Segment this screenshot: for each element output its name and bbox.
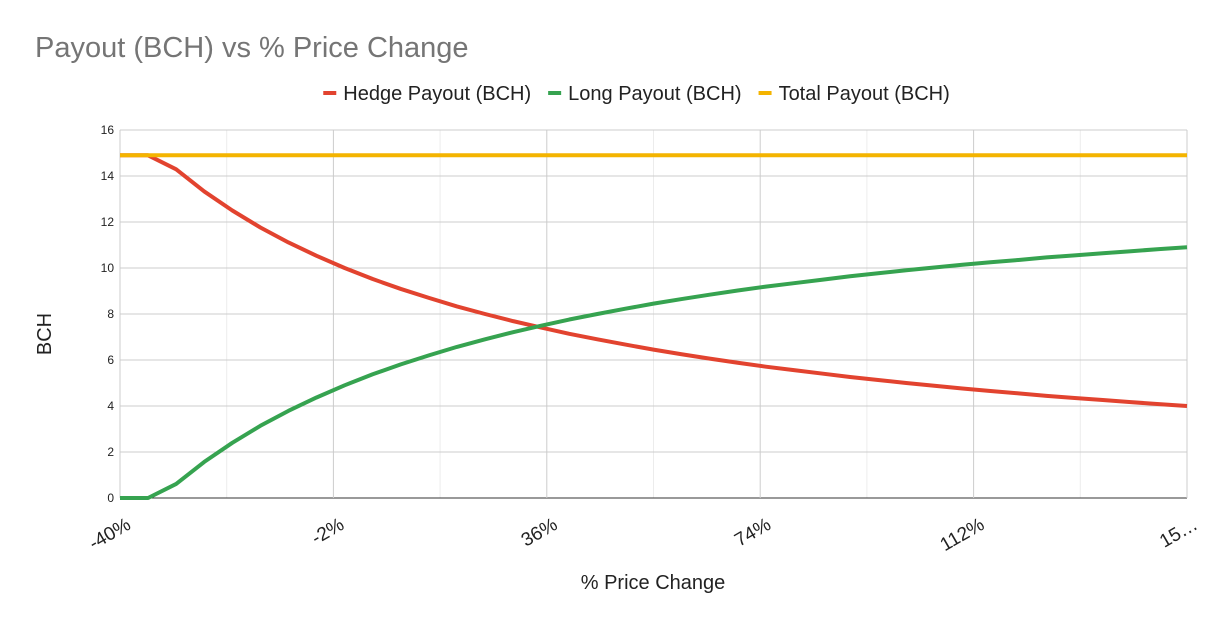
legend-label: Hedge Payout (BCH) — [343, 83, 531, 105]
y-tick-label: 4 — [107, 399, 114, 413]
legend-swatch — [758, 91, 772, 95]
x-tick-label: 112% — [937, 514, 988, 556]
series-line — [120, 245, 1188, 500]
x-tick-label: 15… — [1156, 514, 1201, 552]
y-tick-label: 14 — [101, 169, 115, 183]
x-tick-label: 74% — [731, 514, 775, 551]
x-tick-label: 36% — [518, 514, 562, 551]
y-tick-label: 16 — [101, 123, 115, 137]
x-tick-label: -40% — [86, 514, 135, 554]
y-tick-label: 10 — [101, 261, 115, 275]
chart-title: Payout (BCH) vs % Price Change — [35, 32, 469, 64]
y-tick-label: 2 — [107, 445, 114, 459]
legend-label: Total Payout (BCH) — [779, 83, 950, 105]
x-tick-label: -2% — [308, 514, 348, 549]
x-axis-label: % Price Change — [581, 572, 726, 594]
legend-swatch — [548, 91, 562, 95]
legend-swatch — [323, 91, 337, 95]
series-line — [120, 153, 1188, 408]
y-tick-label: 12 — [101, 215, 115, 229]
y-tick-label: 6 — [107, 353, 114, 367]
y-axis-label: BCH — [34, 313, 56, 355]
legend-label: Long Payout (BCH) — [568, 83, 741, 105]
y-tick-label: 8 — [107, 307, 114, 321]
legend: Hedge Payout (BCH) Long Payout (BCH) Total… — [323, 83, 950, 105]
y-tick-label: 0 — [107, 491, 114, 505]
